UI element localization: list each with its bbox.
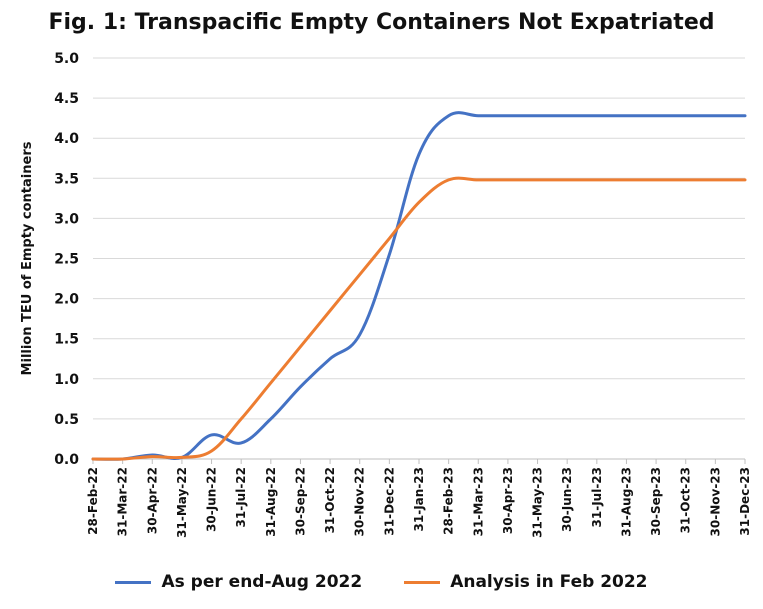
y-tick-label: 5.0 xyxy=(54,51,79,67)
x-tick-label: 28-Feb-23 xyxy=(442,467,456,535)
x-tick-label: 31-Oct-23 xyxy=(679,467,693,533)
x-tick-label: 30-Jun-23 xyxy=(560,467,574,532)
x-tick-label: 31-Jul-23 xyxy=(590,467,604,527)
legend: As per end-Aug 2022 Analysis in Feb 2022 xyxy=(0,572,763,592)
line-chart: 0.0 0.5 1.0 1.5 2.0 2.5 3.0 3.5 4.0 4.5 5.0 28-Feb… xyxy=(20,51,752,538)
y-tick-label: 4.5 xyxy=(54,91,79,107)
x-tick-label: 31-Aug-22 xyxy=(264,467,278,537)
series-line-1 xyxy=(91,176,747,461)
x-axis-ticks: 28-Feb-22 31-Mar-22 30-Apr-22 31-May-22 30-J… xyxy=(86,459,752,538)
x-tick-label: 31-May-22 xyxy=(175,467,189,538)
x-tick-label: 31-Jan-23 xyxy=(412,467,426,531)
y-tick-label: 3.0 xyxy=(54,211,79,227)
y-tick-label: 1.0 xyxy=(54,372,79,388)
y-axis-ticks: 0.0 0.5 1.0 1.5 2.0 2.5 3.0 3.5 4.0 4.5 5.0 xyxy=(54,51,79,468)
y-axis-label: Million TEU of Empty containers xyxy=(20,141,35,375)
x-tick-label: 30-Nov-23 xyxy=(708,467,722,536)
x-tick-label: 30-Apr-23 xyxy=(501,467,515,534)
legend-item-aug: As per end-Aug 2022 xyxy=(115,572,362,592)
x-tick-label: 31-Aug-23 xyxy=(619,467,633,537)
x-tick-label: 31-Mar-22 xyxy=(116,467,130,536)
x-tick-label: 30-Jun-22 xyxy=(205,467,219,532)
y-tick-label: 2.0 xyxy=(54,292,79,308)
x-tick-label: 30-Apr-22 xyxy=(145,467,159,534)
x-tick-label: 31-Dec-22 xyxy=(382,467,396,536)
gridlines xyxy=(93,57,745,460)
x-tick-label: 31-Dec-23 xyxy=(738,467,752,536)
x-tick-label: 30-Sep-22 xyxy=(293,467,307,536)
x-tick-label: 30-Sep-23 xyxy=(649,467,663,536)
series-line-0 xyxy=(91,111,747,461)
x-tick-label: 31-May-23 xyxy=(531,467,545,538)
legend-swatch-aug xyxy=(115,580,152,584)
x-tick-label: 28-Feb-22 xyxy=(86,467,100,535)
x-tick-label: 30-Nov-22 xyxy=(353,467,367,536)
y-tick-label: 0.0 xyxy=(54,452,79,468)
chart-title: Fig. 1: Transpacific Empty Containers No… xyxy=(48,10,715,35)
x-tick-label: 31-Jul-22 xyxy=(234,467,248,527)
x-tick-label: 31-Oct-22 xyxy=(323,467,337,533)
legend-label-aug: As per end-Aug 2022 xyxy=(161,572,363,592)
legend-swatch-feb xyxy=(404,580,441,584)
y-tick-label: 2.5 xyxy=(54,252,79,268)
y-tick-label: 0.5 xyxy=(54,412,79,428)
y-tick-label: 3.5 xyxy=(54,171,79,187)
series-lines xyxy=(91,111,747,461)
legend-label-feb: Analysis in Feb 2022 xyxy=(450,572,648,592)
y-tick-label: 4.0 xyxy=(54,131,79,147)
legend-item-feb: Analysis in Feb 2022 xyxy=(404,572,648,592)
x-tick-label: 31-Mar-23 xyxy=(471,467,485,536)
y-tick-label: 1.5 xyxy=(54,332,79,348)
